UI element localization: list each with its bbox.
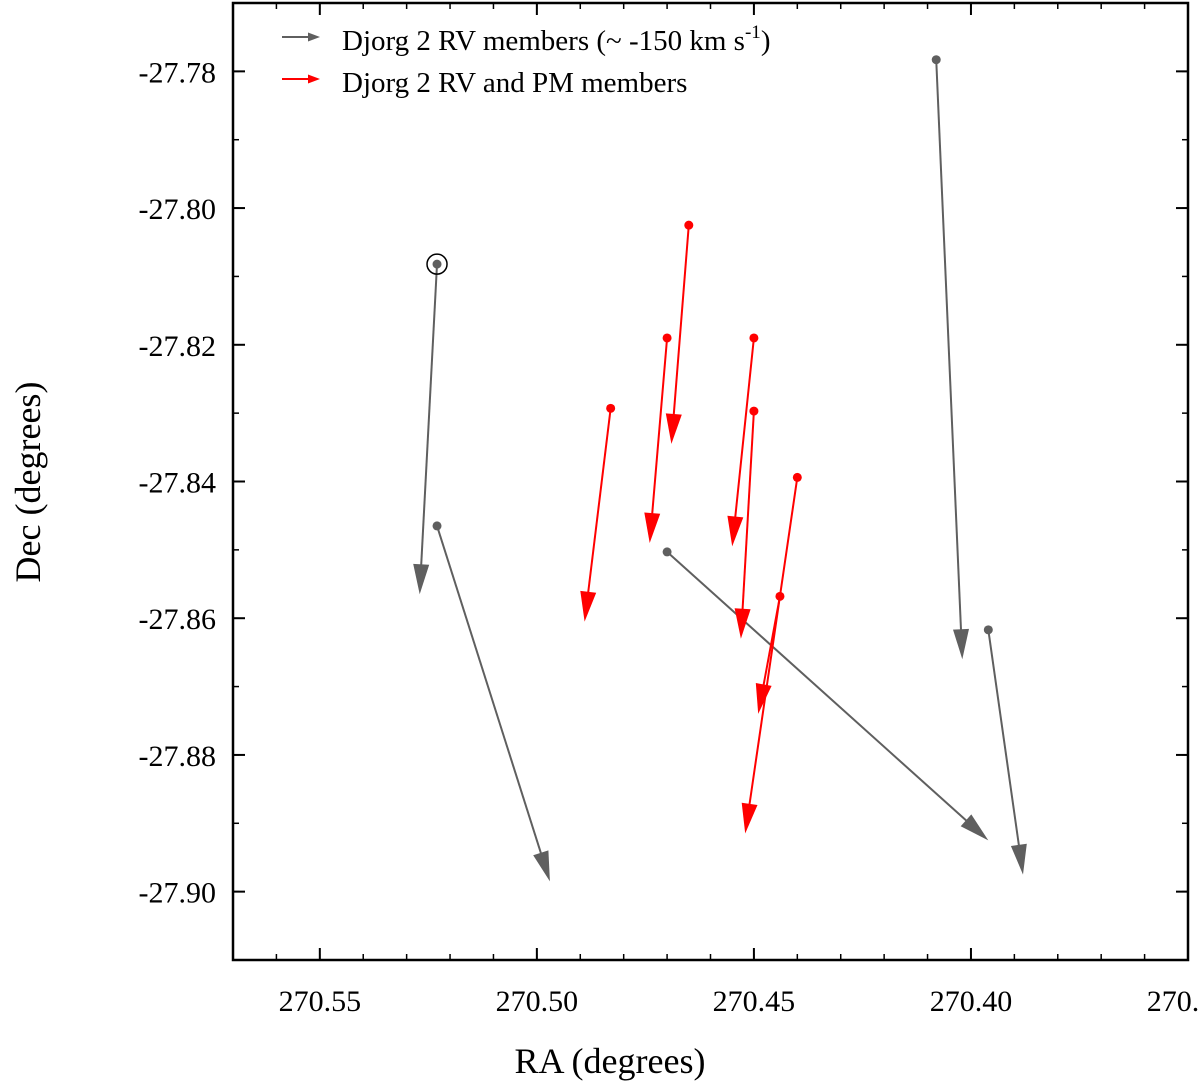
proper-motion-arrow-head [665,413,682,444]
proper-motion-arrow-head [533,850,550,882]
x-tick-label: 270.45 [713,985,796,1018]
legend-label-rv: Djorg 2 RV members (~ -150 km s-1) [342,22,770,57]
star-point [983,625,993,635]
proper-motion-arrow-shaft [436,525,543,856]
highlight-ring [426,253,448,275]
proper-motion-arrow-head [727,515,744,547]
proper-motion-arrow-head [580,590,597,622]
star-point [749,406,759,416]
y-tick-label: -27.82 [139,330,217,363]
series-1 [580,220,802,834]
proper-motion-arrow-shaft [666,551,969,823]
legend-arrow-rv [282,32,320,42]
star-point [662,547,672,557]
y-tick-label: -27.86 [139,603,217,636]
arrow-layer [413,55,1027,882]
legend-label-rvpm: Djorg 2 RV and PM members [342,67,687,99]
proper-motion-arrow-head [960,814,989,841]
legend-arrow-rv-head [308,32,320,42]
y-axis-title: Dec (degrees) [8,382,48,583]
proper-motion-arrow-head [741,802,758,834]
proper-motion-arrow-shaft [587,408,612,594]
star-point [432,521,442,531]
x-axis-title: RA (degrees) [515,1041,706,1081]
x-tick-label: 270.35 [1147,985,1200,1018]
legend-label-rv-tail: ) [761,25,771,57]
proper-motion-arrow-head [644,512,661,543]
star-point [749,333,759,343]
proper-motion-arrow-shaft [420,264,439,567]
proper-motion-arrow-shaft [935,59,963,632]
axis-ticks [232,2,1189,961]
y-tick-label: -27.88 [139,740,217,773]
proper-motion-arrow-head [734,608,751,639]
proper-motion-arrow-head [413,563,430,595]
y-tick-label: -27.78 [139,56,217,89]
legend-arrow-rvpm [282,74,320,84]
y-tick-label: -27.80 [139,193,217,226]
proper-motion-arrow-head [1010,843,1027,875]
x-tick-label: 270.40 [930,985,1013,1018]
x-tick-labels: 270.55 270.50 270.45 270.40 270.35 [279,985,1200,1018]
star-point [792,472,802,482]
plot-frame [231,1,1190,962]
proper-motion-arrow-shaft [762,596,781,687]
legend-arrow-rvpm-head [308,74,320,84]
star-point [775,591,785,601]
x-tick-label: 270.50 [496,985,579,1018]
proper-motion-arrow-shaft [672,225,690,417]
proper-motion-arrow-shaft [651,337,669,516]
proper-motion-arrow-head [953,628,969,660]
legend-label-rv-sup: -1 [745,22,761,43]
y-tick-label: -27.84 [139,467,217,500]
proper-motion-arrow-head [755,683,772,714]
proper-motion-arrow-shaft [734,337,755,519]
star-point [432,259,442,269]
y-tick-label: -27.90 [139,877,217,910]
legend: Djorg 2 RV members (~ -150 km s-1) Djorg… [282,22,770,99]
star-point [931,55,941,65]
legend-label-rv-main: Djorg 2 RV members (~ -150 km s [342,25,745,57]
proper-motion-arrow-shaft [741,411,755,611]
proper-motion-arrow-shaft [748,477,799,806]
star-point [684,220,694,230]
series-0 [413,55,1027,882]
y-tick-labels: -27.78 -27.80 -27.82 -27.84 -27.86 -27.88 -27.… [139,56,217,909]
x-tick-label: 270.55 [279,985,362,1018]
star-point [606,403,616,413]
proper-motion-arrow-shaft [987,629,1021,847]
star-point [662,333,672,343]
